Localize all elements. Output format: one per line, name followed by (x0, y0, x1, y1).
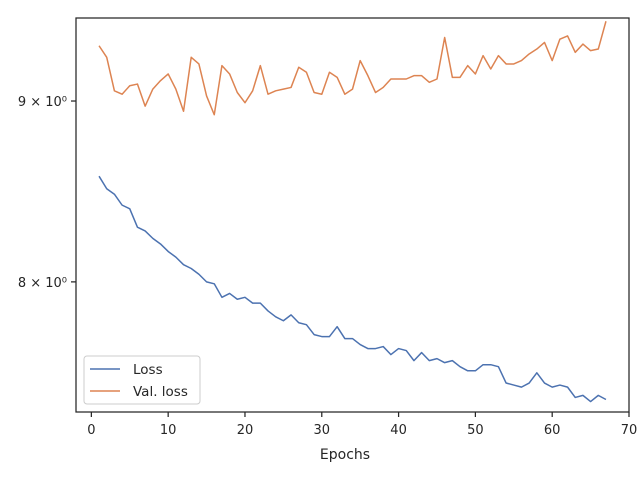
legend-label-0: Loss (133, 362, 163, 378)
series-layer (98, 21, 607, 403)
x-tick-label: 40 (390, 423, 407, 438)
series-line-0 (98, 175, 607, 403)
x-tick-label: 60 (544, 423, 561, 438)
legend-label-1: Val. loss (133, 384, 188, 400)
x-tick-label: 50 (467, 423, 484, 438)
series-line-1 (98, 21, 607, 116)
x-axis-label: Epochs (320, 447, 370, 463)
y-axis-ticks: 8 × 10⁰ 9 × 10⁰ (18, 95, 76, 291)
x-axis-ticks: 0 10 20 30 40 50 60 70 (87, 412, 637, 438)
x-tick-label: 30 (314, 423, 331, 438)
legend-entries: Loss Val. loss (90, 362, 188, 400)
y-tick-label: 8 × 10⁰ (18, 276, 67, 291)
legend-frame (83, 355, 201, 405)
x-tick-label: 0 (87, 423, 95, 438)
plot-frame (75, 17, 630, 413)
x-tick-label: 10 (160, 423, 177, 438)
x-tick-label: 20 (237, 423, 254, 438)
legend: Loss Val. loss (83, 355, 201, 405)
x-tick-label: 70 (621, 423, 638, 438)
y-tick-label: 9 × 10⁰ (18, 95, 67, 110)
